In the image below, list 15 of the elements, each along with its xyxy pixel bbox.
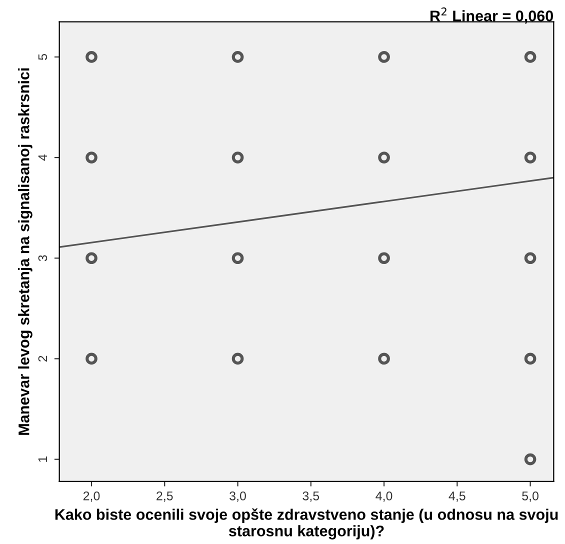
- y-axis-title: Manevar levog skretanja na signalisanoj raskrsnici: [18, 68, 32, 435]
- y-tick-label: 3: [38, 255, 48, 262]
- annotation: R$^{2}$ Linear = 0,060: [430, 7, 554, 24]
- y-tick-label: 2: [38, 356, 48, 362]
- x-tick-label: 3,5: [302, 491, 320, 502]
- x-tick-label: 2,0: [83, 491, 100, 502]
- y-tick-label: 5: [38, 54, 48, 60]
- x-tick-label: 4,0: [376, 491, 392, 502]
- x-tick-label: 5,0: [522, 491, 538, 502]
- y-tick-label: 4: [38, 154, 48, 161]
- x-tick-label: 3,0: [230, 491, 246, 502]
- x-tick-label: 4,5: [448, 492, 466, 502]
- y-tick-label: 1: [38, 456, 48, 462]
- x-tick-label: 2,5: [156, 491, 173, 502]
- x-axis-title: Kako biste ocenili svoje opšte zdravstveno stanje (u odnosu na svoju starosnu kategoriju)?: [55, 508, 558, 540]
